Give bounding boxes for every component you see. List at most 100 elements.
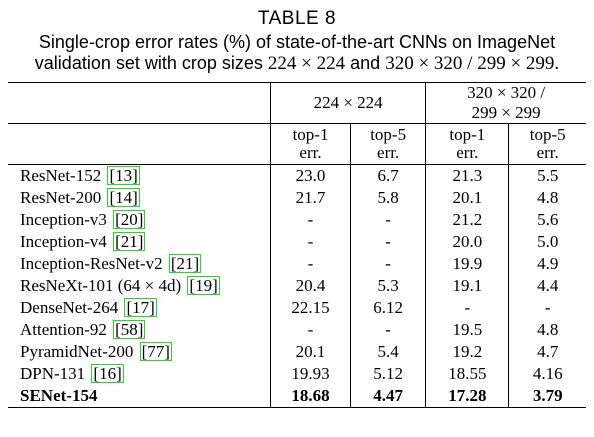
value-cell: - bbox=[269, 253, 351, 275]
value-cell: 19.5 bbox=[425, 319, 509, 341]
value-cell: 4.16 bbox=[508, 363, 586, 385]
table-row: SENet-154 18.68 4.47 17.28 3.79 bbox=[8, 385, 586, 408]
value-cell: 21.2 bbox=[425, 209, 509, 231]
sub-header-row: top-1 err. top-5 err. top-1 err. top-5 err. bbox=[8, 123, 586, 165]
value-cell: - bbox=[269, 231, 351, 253]
value-cell: 20.0 bbox=[425, 231, 509, 253]
sub-header-unit: err. bbox=[456, 143, 479, 162]
sub-header-label: top-1 bbox=[449, 125, 486, 144]
table-row: Attention-92 [58] - -19.5 4.8 bbox=[8, 319, 586, 341]
value-cell: - bbox=[425, 297, 509, 319]
value-cell: 3.79 bbox=[508, 385, 586, 408]
table-row: DenseNet-264 [17] 22.15 6.12- - bbox=[8, 297, 586, 319]
value-cell: 18.68 bbox=[269, 385, 351, 408]
model-name: ResNeXt-101 (64 × 4d) bbox=[20, 276, 182, 295]
value-cell: 5.6 bbox=[508, 209, 586, 231]
citation-link[interactable]: [19] bbox=[187, 276, 220, 295]
value-cell: 21.7 bbox=[269, 187, 351, 209]
value-cell: 5.0 bbox=[508, 231, 586, 253]
sub-header-label: top-5 bbox=[529, 125, 566, 144]
citation-link[interactable]: [20] bbox=[113, 210, 146, 229]
value-cell: 20.1 bbox=[269, 341, 351, 363]
caption-size-a: 224 × 224 bbox=[267, 53, 346, 74]
sub-header-label: top-5 bbox=[370, 125, 407, 144]
value-cell: 19.1 bbox=[425, 275, 509, 297]
model-name: PyramidNet-200 bbox=[20, 342, 134, 361]
value-cell: 5.8 bbox=[350, 187, 426, 209]
caption-line-1: Single-crop error rates (%) of state-of-… bbox=[38, 32, 556, 52]
model-name: DenseNet-264 bbox=[20, 298, 119, 317]
value-cell: 20.4 bbox=[269, 275, 351, 297]
model-name: Inception-v3 bbox=[20, 210, 107, 229]
value-cell: 5.3 bbox=[350, 275, 426, 297]
model-name-cell: ResNet-200 [14] bbox=[8, 187, 271, 209]
value-cell: 4.8 bbox=[508, 319, 586, 341]
citation-link[interactable]: [13] bbox=[107, 166, 140, 185]
header-corner bbox=[8, 82, 271, 124]
value-cell: 4.47 bbox=[350, 385, 426, 408]
table-row: ResNet-200 [14] 21.7 5.8 20.1 4.8 bbox=[8, 187, 586, 209]
table-row: PyramidNet-200 [77] 20.1 5.4 19.2 4.7 bbox=[8, 341, 586, 363]
citation-link[interactable]: [14] bbox=[107, 188, 140, 207]
sub-header-a-top5: top-5 err. bbox=[350, 123, 426, 165]
sub-header-a-top1: top-1 err. bbox=[269, 123, 351, 165]
model-name: Attention-92 bbox=[20, 320, 107, 339]
value-cell: - bbox=[350, 319, 426, 341]
value-cell: 19.93 bbox=[269, 363, 351, 385]
model-name-cell: ResNet-152 [13] bbox=[8, 165, 271, 188]
value-cell: - bbox=[508, 297, 586, 319]
group-header-320: 320 × 320 / 299 × 299 bbox=[425, 82, 586, 124]
citation-link[interactable]: [21] bbox=[113, 232, 146, 251]
model-name: Inception-v4 bbox=[20, 232, 107, 251]
citation-link[interactable]: [17] bbox=[124, 298, 157, 317]
value-cell: 20.1 bbox=[425, 187, 509, 209]
model-name-cell: DenseNet-264 [17] bbox=[8, 297, 271, 319]
sub-header-unit: err. bbox=[299, 143, 322, 162]
value-cell: - bbox=[350, 209, 426, 231]
sub-header-b-top1: top-1 err. bbox=[425, 123, 509, 165]
table-row: Inception-ResNet-v2 [21] - -19.9 4.9 bbox=[8, 253, 586, 275]
citation-link[interactable]: [21] bbox=[168, 254, 202, 273]
model-name: DPN-131 bbox=[20, 364, 86, 383]
value-cell: 4.4 bbox=[508, 275, 586, 297]
table-row: DPN-131 [16] 19.93 5.12 18.55 4.16 bbox=[8, 363, 586, 385]
model-name-cell: Attention-92 [58] bbox=[8, 319, 271, 341]
value-cell: 6.12 bbox=[350, 297, 426, 319]
citation-link[interactable]: [77] bbox=[139, 342, 172, 361]
caption-size-b: 320 × 320 / 299 × 299. bbox=[385, 53, 560, 74]
group-header-224: 224 × 224 bbox=[269, 82, 426, 124]
table-number: TABLE 8 bbox=[257, 8, 337, 29]
model-name-cell: ResNeXt-101 (64 × 4d) [19] bbox=[8, 275, 271, 297]
value-cell: 5.5 bbox=[508, 164, 586, 187]
value-cell: 21.3 bbox=[425, 164, 509, 187]
sub-header-b-top5: top-5 err. bbox=[508, 123, 586, 165]
value-cell: 5.12 bbox=[350, 363, 426, 385]
value-cell: 18.55 bbox=[425, 363, 509, 385]
model-name: ResNet-200 bbox=[20, 188, 102, 207]
value-cell: - bbox=[269, 319, 351, 341]
group-header-320-line2: 299 × 299 bbox=[471, 103, 541, 122]
value-cell: 4.8 bbox=[508, 187, 586, 209]
value-cell: - bbox=[350, 253, 426, 275]
sub-header-label: top-1 bbox=[292, 125, 329, 144]
caption-prefix: validation set with crop sizes bbox=[34, 53, 263, 73]
model-name-cell: DPN-131 [16] bbox=[8, 363, 271, 385]
citation-link[interactable]: [16] bbox=[91, 364, 124, 383]
value-cell: 4.9 bbox=[508, 253, 586, 275]
sub-header-unit: err. bbox=[536, 143, 559, 162]
citation-link[interactable]: [58] bbox=[113, 320, 146, 339]
value-cell: - bbox=[350, 231, 426, 253]
model-name: SENet-154 bbox=[20, 386, 98, 405]
group-header-row: 224 × 224 320 × 320 / 299 × 299 bbox=[8, 82, 586, 124]
value-cell: 17.28 bbox=[425, 385, 509, 408]
model-name: Inception-ResNet-v2 bbox=[20, 254, 163, 273]
model-name-cell: Inception-ResNet-v2 [21] bbox=[8, 253, 271, 275]
value-cell: 5.4 bbox=[350, 341, 426, 363]
model-name-cell: Inception-v4 [21] bbox=[8, 231, 271, 253]
sub-header-unit: err. bbox=[377, 143, 400, 162]
value-cell: - bbox=[269, 209, 351, 231]
model-name: ResNet-152 bbox=[20, 166, 102, 185]
table-row: Inception-v4 [21] - -20.0 5.0 bbox=[8, 231, 586, 253]
model-name-cell: Inception-v3 [20] bbox=[8, 209, 271, 231]
table-row: ResNeXt-101 (64 × 4d) [19] 20.4 5.3 19.1 4.4 bbox=[8, 275, 586, 297]
